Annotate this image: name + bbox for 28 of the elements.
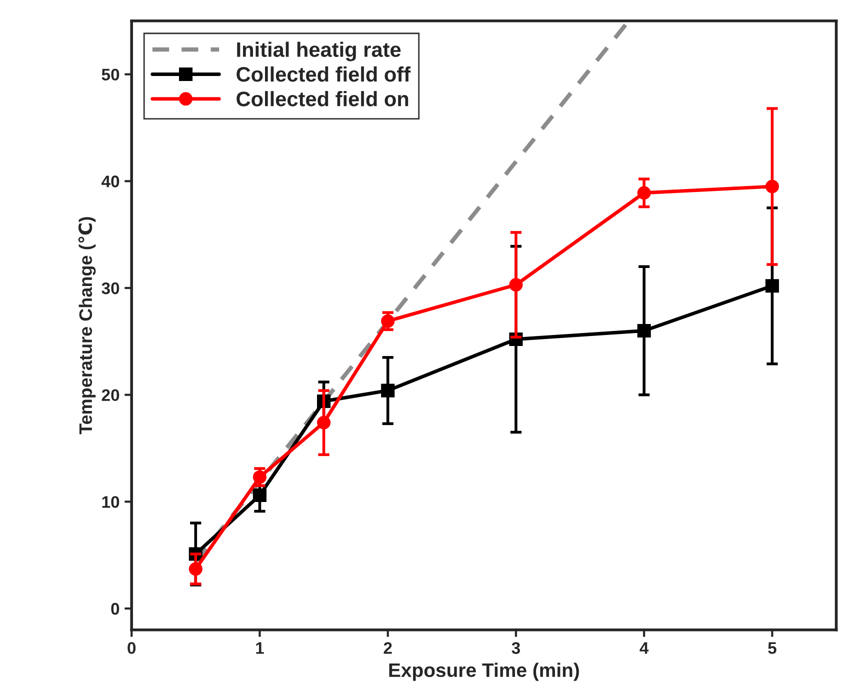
- point: [765, 180, 779, 194]
- x-tick-label: 1: [256, 642, 264, 654]
- x-axis-title: Exposure Time (min): [389, 662, 579, 681]
- x-tick-label: 0: [128, 642, 136, 654]
- point: [637, 324, 651, 338]
- y-tick-label: 0: [111, 602, 120, 615]
- x-tick-label: 5: [768, 642, 776, 654]
- legend-label: Collected field off: [236, 66, 411, 82]
- point: [509, 278, 523, 292]
- y-axis-title: Temperature Change (℃): [78, 217, 96, 434]
- point: [188, 562, 202, 576]
- point: [637, 186, 651, 200]
- y-tick-label: 20: [102, 389, 120, 402]
- legend-label: Collected field on: [236, 91, 408, 106]
- point: [317, 416, 331, 430]
- y-tick-label: 30: [102, 282, 120, 294]
- y-tick-label: 10: [102, 496, 120, 508]
- x-tick-label: 2: [384, 642, 392, 654]
- x-tick-label: 4: [640, 642, 649, 654]
- y-tick-label: 50: [102, 68, 120, 81]
- legend-label: Initial heatig rate: [237, 42, 401, 62]
- point: [381, 314, 395, 328]
- point: [252, 470, 266, 484]
- point: [252, 488, 266, 502]
- point: [765, 279, 779, 293]
- y-tick-label: 40: [102, 176, 120, 188]
- x-tick-label: 3: [512, 642, 520, 654]
- point: [381, 384, 395, 398]
